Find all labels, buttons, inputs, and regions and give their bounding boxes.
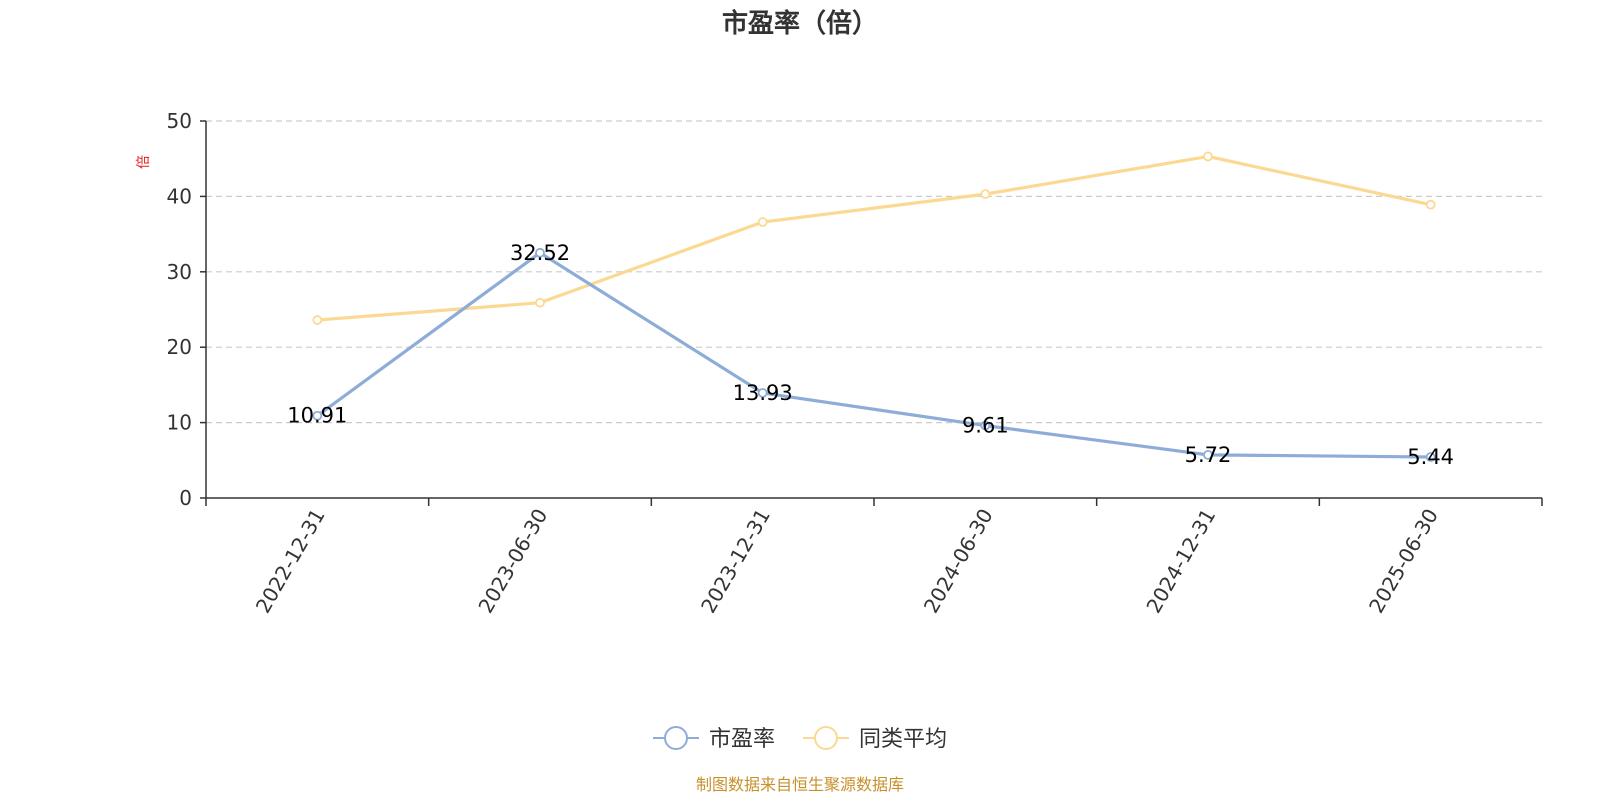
x-tick-label: 2022-12-31: [251, 505, 330, 618]
data-point: [535, 247, 545, 258]
y-axis-unit: 倍: [136, 155, 152, 169]
y-tick-label: 20: [167, 335, 192, 359]
series-line-0: [316, 251, 1431, 459]
x-tick-label: 2024-12-31: [1141, 505, 1220, 618]
data-point: [757, 388, 768, 398]
x-tick-label: 2023-06-30: [473, 505, 552, 618]
source-note: 制图数据来自恒生聚源数据库: [696, 775, 904, 794]
y-tick-label: 30: [167, 260, 192, 284]
data-point: [980, 420, 991, 431]
data-point: [1203, 449, 1213, 460]
x-tick-label: 2023-12-31: [696, 505, 775, 618]
axes: [200, 120, 1543, 506]
legend-label: 市盈率: [709, 727, 775, 752]
data-point: [1425, 199, 1436, 210]
data-label: 32.52: [510, 241, 570, 265]
data-labels: 10.91 32.52 13.93 9.61 5.72 5.44: [287, 241, 1454, 469]
y-axis-ticks: 0 10 20 30 40 50: [167, 109, 192, 510]
data-point: [1425, 452, 1436, 462]
data-label: 5.44: [1407, 445, 1454, 469]
x-axis-ticks: 2022-12-31 2023-06-30 2023-12-31 2024-06-30…: [251, 505, 1443, 618]
data-point: [535, 297, 545, 308]
chart-title: 市盈率（倍）: [722, 8, 878, 39]
x-tick-label: 2024-06-30: [919, 505, 998, 618]
series-layer: [312, 151, 1436, 462]
series-line-1: [317, 154, 1432, 322]
y-tick-label: 50: [167, 109, 192, 133]
x-tick-label: 2025-06-30: [1364, 505, 1443, 618]
legend-marker: [814, 726, 838, 750]
legend-marker: [664, 726, 688, 750]
data-point: [312, 410, 323, 421]
data-point: [312, 315, 323, 325]
y-tick-label: 0: [179, 486, 192, 510]
legend-item-0[interactable]: 市盈率: [653, 726, 775, 752]
legend[interactable]: 市盈率 同类平均: [653, 726, 947, 752]
legend-item-1[interactable]: 同类平均: [803, 726, 947, 752]
data-point: [1203, 151, 1213, 162]
y-tick-label: 40: [167, 184, 192, 208]
legend-label: 同类平均: [859, 727, 947, 752]
data-label: 9.61: [962, 414, 1009, 438]
data-label: 5.72: [1185, 443, 1232, 467]
data-point: [757, 217, 768, 227]
data-label: 10.91: [287, 404, 347, 428]
data-point: [980, 189, 991, 200]
grid-lines: [206, 120, 1542, 424]
y-tick-label: 10: [167, 411, 192, 435]
data-label: 13.93: [733, 381, 793, 405]
